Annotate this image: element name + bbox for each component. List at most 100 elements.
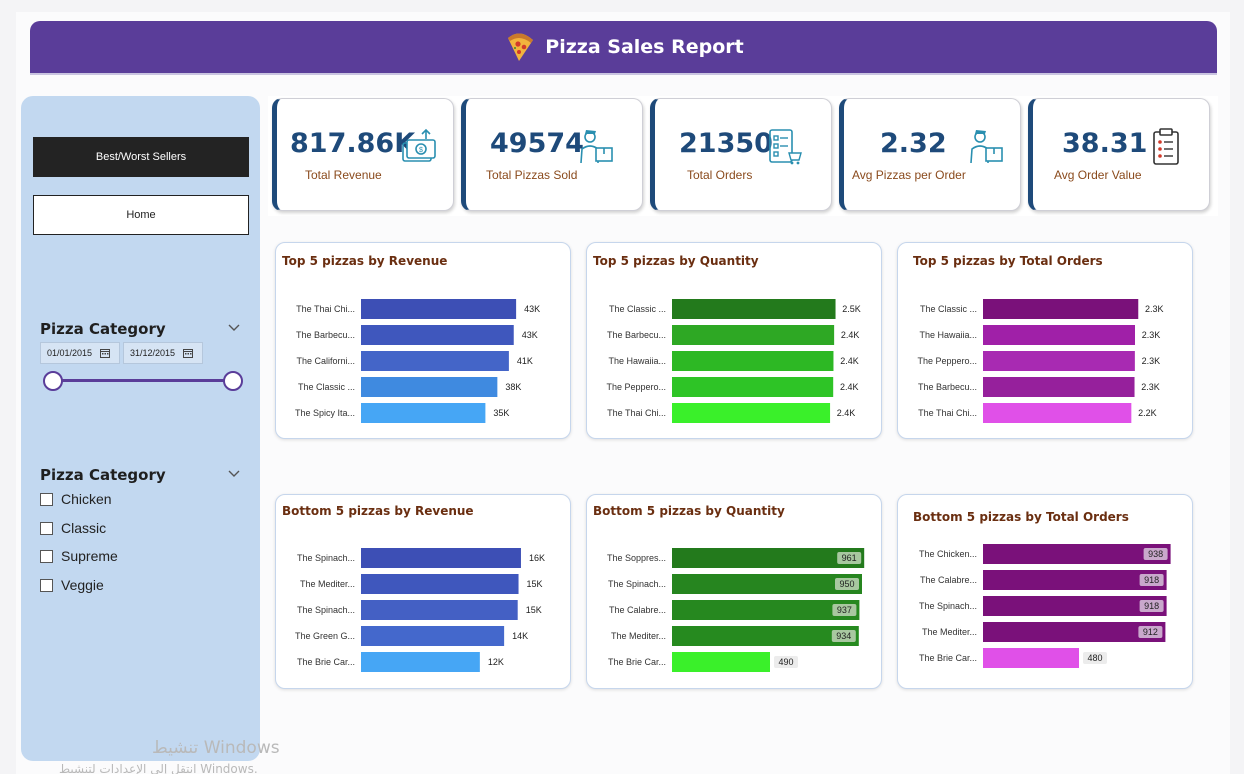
data-label-background [1139, 574, 1164, 586]
category-option-classic[interactable]: Classic [40, 520, 106, 536]
category-label: The Thai Chi... [918, 408, 977, 418]
bar[interactable] [983, 403, 1132, 423]
bar[interactable] [361, 626, 505, 646]
bar[interactable] [672, 403, 831, 423]
date-range-end-handle[interactable] [223, 371, 243, 391]
report-header: Pizza Sales Report [30, 21, 1217, 75]
data-label: 15K [527, 579, 543, 589]
data-label: 2.4K [840, 382, 859, 392]
data-label-background [831, 630, 856, 642]
date-range-track[interactable] [53, 379, 233, 382]
category-option-chicken[interactable]: Chicken [40, 491, 112, 507]
money-icon: $ [402, 128, 436, 162]
kpi-card-total-orders: 21350 Total Orders [650, 98, 832, 211]
bar[interactable] [672, 299, 836, 319]
bar[interactable] [983, 570, 1167, 590]
chart-card-top-quantity: Top 5 pizzas by Quantity The Classic ...… [586, 242, 882, 439]
category-option-supreme[interactable]: Supreme [40, 548, 118, 564]
category-label: The Chicken... [919, 549, 977, 559]
bar[interactable] [361, 652, 480, 672]
data-label: 2.5K [842, 304, 861, 314]
data-label: 918 [1144, 575, 1159, 585]
bar[interactable] [983, 351, 1135, 371]
bar[interactable] [361, 377, 498, 397]
data-label-background [1083, 652, 1107, 664]
bar[interactable] [983, 596, 1167, 616]
category-label: The Peppero... [917, 356, 977, 366]
bar[interactable] [672, 325, 835, 345]
best-worst-sellers-button[interactable]: Best/Worst Sellers [33, 137, 249, 177]
bar[interactable] [361, 299, 517, 319]
bar[interactable] [361, 351, 509, 371]
bar[interactable] [361, 574, 519, 594]
category-label: The Classic ... [920, 304, 977, 314]
end-date-input[interactable]: 31/12/2015 [123, 342, 203, 364]
category-label: The Barbecu... [918, 382, 977, 392]
bar[interactable] [672, 600, 860, 620]
bar[interactable] [672, 652, 770, 672]
chart-title: Top 5 pizzas by Total Orders [913, 254, 1103, 268]
clipboard-icon [1153, 128, 1179, 165]
checkbox[interactable] [40, 578, 53, 592]
activation-watermark-subtitle: انتقل إلى الإعدادات لتنشيط Windows. [59, 762, 258, 774]
data-label: 2.4K [837, 408, 856, 418]
data-label: 912 [1143, 627, 1158, 637]
data-label: 2.3K [1142, 356, 1161, 366]
chart-title: Bottom 5 pizzas by Total Orders [913, 510, 1129, 524]
checkbox[interactable] [40, 492, 53, 506]
calendar-icon[interactable] [100, 348, 111, 358]
category-label: The Spinach... [608, 579, 666, 589]
chevron-down-icon[interactable] [228, 321, 240, 333]
chart-card-bottom-orders: Bottom 5 pizzas by Total Orders The Chic… [897, 494, 1193, 689]
bar[interactable] [983, 299, 1139, 319]
order-checklist-icon [769, 129, 802, 165]
bar[interactable] [983, 325, 1135, 345]
data-label-background [837, 552, 862, 564]
kpi-value: 49574 [490, 128, 584, 159]
category-label: The Mediter... [922, 627, 977, 637]
bar[interactable] [361, 600, 518, 620]
category-label: The Spinach... [919, 601, 977, 611]
sidebar: Best/Worst Sellers Home Pizza Category 0… [21, 96, 260, 761]
kpi-label: Avg Order Value [1054, 168, 1142, 182]
data-label: 35K [493, 408, 509, 418]
category-label: The Calabre... [609, 605, 666, 615]
category-label: The Thai Chi... [607, 408, 666, 418]
bar[interactable] [672, 351, 834, 371]
chevron-down-icon[interactable] [228, 467, 240, 479]
bar[interactable] [983, 648, 1079, 668]
bar[interactable] [983, 622, 1166, 642]
bar[interactable] [361, 325, 514, 345]
category-slicer-title: Pizza Category [40, 466, 166, 484]
kpi-value: 38.31 [1062, 128, 1148, 159]
date-range-start-handle[interactable] [43, 371, 63, 391]
bar[interactable] [361, 548, 521, 568]
bar[interactable] [672, 548, 865, 568]
checkbox[interactable] [40, 549, 53, 563]
bar[interactable] [672, 626, 859, 646]
bar[interactable] [672, 574, 862, 594]
bar[interactable] [672, 377, 834, 397]
category-label: The Californi... [296, 356, 355, 366]
activation-watermark-title: تنشيط Windows [152, 738, 280, 758]
kpi-value: 21350 [679, 128, 773, 159]
kpi-card-avg-pizzas-per-order: 2.32 Avg Pizzas per Order [839, 98, 1021, 211]
chart-card-bottom-revenue: Bottom 5 pizzas by Revenue The Spinach..… [275, 494, 571, 689]
category-option-label: Supreme [61, 548, 118, 564]
bar[interactable] [983, 544, 1171, 564]
category-label: The Hawaiia... [608, 356, 666, 366]
chart-card-bottom-quantity: Bottom 5 pizzas by Quantity The Soppres.… [586, 494, 882, 689]
category-option-veggie[interactable]: Veggie [40, 577, 104, 593]
checkbox[interactable] [40, 521, 53, 535]
bar[interactable] [361, 403, 486, 423]
home-button[interactable]: Home [33, 195, 249, 235]
data-label: 43K [524, 304, 540, 314]
calendar-icon[interactable] [183, 348, 194, 358]
data-label: 38K [505, 382, 521, 392]
start-date-input[interactable]: 01/01/2015 [40, 342, 120, 364]
bar[interactable] [983, 377, 1135, 397]
category-label: The Spicy Ita... [295, 408, 355, 418]
data-label: 937 [837, 605, 852, 615]
svg-text:$: $ [419, 147, 423, 154]
chart-title: Top 5 pizzas by Revenue [282, 254, 448, 268]
